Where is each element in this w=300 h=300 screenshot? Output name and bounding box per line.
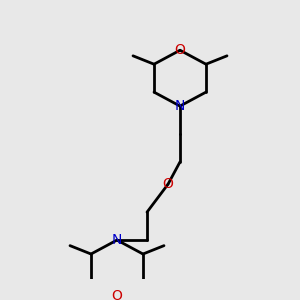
Text: N: N	[112, 233, 122, 247]
Text: O: O	[163, 177, 173, 191]
Text: N: N	[175, 99, 185, 113]
Text: O: O	[175, 43, 185, 57]
Text: O: O	[112, 289, 122, 300]
